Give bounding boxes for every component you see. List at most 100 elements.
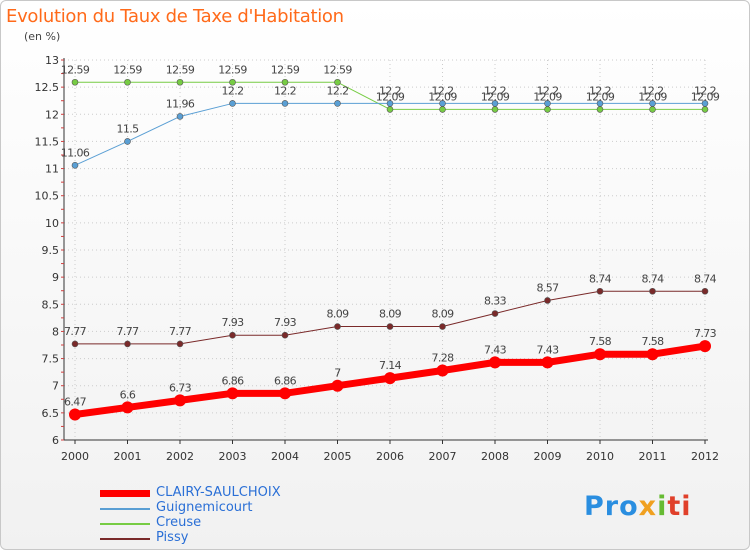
data-point: [229, 100, 236, 107]
data-label: 7.77: [169, 325, 192, 338]
y-tick-label: 9: [52, 271, 59, 284]
data-point: [491, 310, 499, 317]
x-tick-label: 2004: [271, 450, 299, 463]
data-label: 12.09: [691, 90, 720, 103]
legend-label: CLAIRY-SAULCHOIX: [156, 485, 281, 500]
data-label: 8.57: [536, 281, 559, 294]
x-tick-label: 2011: [639, 450, 667, 463]
data-point: [596, 287, 604, 295]
data-label: 12.09: [586, 90, 615, 103]
data-point: [229, 78, 236, 86]
data-point: [384, 372, 396, 385]
data-point: [596, 100, 604, 107]
data-label: 12.09: [376, 90, 405, 103]
data-label: 12.59: [218, 63, 247, 76]
y-tick-label: 11: [45, 163, 59, 176]
data-point: [439, 100, 446, 107]
data-point: [229, 331, 236, 339]
data-point: [491, 100, 499, 107]
data-label: 8.74: [641, 272, 664, 285]
data-label: 7.58: [589, 335, 612, 348]
data-label: 6.6: [120, 388, 136, 401]
data-point: [281, 331, 289, 339]
data-point: [386, 106, 394, 113]
data-label: 12.59: [113, 63, 142, 76]
data-label: 12.09: [481, 90, 510, 103]
legend-label: Pissy: [156, 530, 189, 545]
y-tick-label: 7.5: [42, 353, 60, 366]
data-label: 12.2: [589, 84, 611, 97]
data-point: [176, 113, 184, 120]
data-label: 12.2: [326, 84, 348, 97]
data-label: 12.59: [323, 63, 352, 76]
data-point: [701, 106, 709, 113]
data-label: 11.96: [166, 97, 195, 110]
y-tick-label: 13: [45, 54, 59, 67]
data-label: 8.33: [484, 295, 507, 308]
x-tick-label: 2012: [691, 450, 719, 463]
data-label: 7.77: [64, 325, 87, 338]
data-point: [489, 356, 501, 369]
data-point: [439, 323, 446, 330]
data-point: [71, 78, 79, 86]
data-label: 12.59: [271, 63, 300, 76]
chart-title: Evolution du Taux de Taxe d'Habitation: [6, 6, 344, 27]
x-tick-label: 2003: [219, 450, 247, 463]
x-tick-label: 2009: [534, 450, 562, 463]
data-label: 12.2: [221, 84, 243, 97]
data-point: [71, 340, 79, 348]
data-label: 7.43: [536, 343, 559, 356]
data-label: 7.77: [116, 325, 139, 338]
data-label: 12.2: [431, 84, 453, 97]
data-label: 8.74: [694, 272, 717, 285]
proxiti-logo: Proxiti: [584, 491, 692, 522]
data-point: [541, 356, 554, 369]
data-point: [121, 401, 134, 414]
data-label: 6.47: [64, 395, 87, 408]
x-tick-label: 2001: [114, 450, 142, 463]
y-tick-label: 7: [52, 380, 59, 393]
data-point: [176, 340, 184, 348]
data-point: [594, 348, 606, 361]
data-label: 8.74: [589, 272, 612, 285]
data-label: 7.14: [379, 359, 402, 372]
legend-swatch: [100, 490, 150, 497]
data-label: 8.09: [379, 308, 402, 321]
data-label: 12.59: [166, 63, 195, 76]
data-label: 12.2: [536, 84, 558, 97]
y-tick-label: 10: [45, 217, 59, 230]
x-tick-label: 2006: [376, 450, 404, 463]
data-point: [334, 78, 341, 86]
y-tick-label: 11.5: [35, 135, 60, 148]
data-point: [436, 364, 449, 377]
data-point: [334, 100, 341, 107]
data-label: 11.06: [61, 146, 90, 159]
data-point: [281, 100, 289, 107]
data-point: [544, 297, 551, 304]
y-tick-label: 6: [52, 434, 59, 447]
data-point: [649, 100, 656, 107]
data-point: [544, 100, 551, 107]
data-label: 11.5: [116, 122, 139, 135]
data-point: [174, 394, 186, 407]
y-tick-label: 8: [52, 325, 59, 338]
data-label: 12.09: [638, 90, 667, 103]
y-tick-label: 10.5: [35, 190, 60, 203]
data-point: [124, 78, 131, 86]
x-tick-label: 2002: [166, 450, 194, 463]
data-label: 7.73: [694, 327, 717, 340]
data-label: 6.73: [169, 381, 192, 394]
data-point: [124, 138, 131, 145]
data-label: 12.2: [379, 84, 401, 97]
data-point: [69, 408, 81, 421]
legend-swatch: [100, 508, 150, 510]
data-label: 7.43: [484, 343, 507, 356]
data-label: 12.2: [641, 84, 663, 97]
data-label: 12.2: [484, 84, 506, 97]
data-label: 8.09: [431, 308, 454, 321]
data-point: [281, 78, 289, 86]
x-tick-label: 2005: [324, 450, 352, 463]
data-point: [649, 287, 656, 295]
